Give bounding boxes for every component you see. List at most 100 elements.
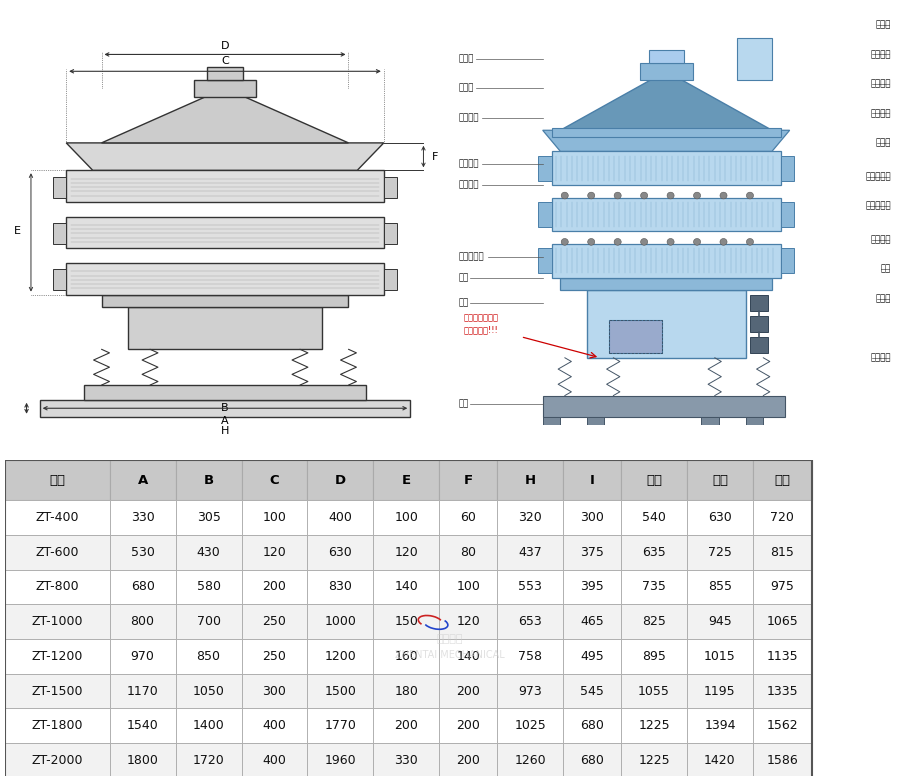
Bar	[750, 316, 768, 332]
FancyBboxPatch shape	[753, 569, 812, 604]
Text: 运输用固定螺栓
试机时去掉!!!: 运输用固定螺栓 试机时去掉!!!	[464, 314, 499, 335]
Text: 一般结构图: 一般结构图	[648, 431, 702, 450]
Text: A: A	[138, 473, 148, 487]
Circle shape	[562, 192, 568, 199]
Text: 振宝机械: 振宝机械	[436, 634, 464, 644]
Text: 中部框架: 中部框架	[459, 159, 480, 168]
Bar	[53, 269, 67, 290]
Text: 250: 250	[263, 650, 286, 663]
Text: 1065: 1065	[767, 615, 798, 628]
Bar	[737, 37, 772, 80]
Text: 540: 540	[642, 511, 666, 524]
Circle shape	[641, 239, 648, 245]
FancyBboxPatch shape	[110, 604, 176, 639]
Text: 630: 630	[328, 546, 352, 558]
Bar	[538, 155, 552, 181]
Bar	[745, 417, 763, 425]
FancyBboxPatch shape	[308, 639, 374, 674]
Text: 580: 580	[196, 580, 220, 594]
FancyBboxPatch shape	[4, 460, 110, 500]
Text: 395: 395	[580, 580, 604, 594]
FancyBboxPatch shape	[497, 708, 563, 743]
Text: 1394: 1394	[704, 719, 735, 732]
Text: F: F	[432, 152, 438, 161]
FancyBboxPatch shape	[241, 743, 308, 778]
Text: 进料口: 进料口	[876, 20, 891, 30]
Text: 筛网法兰: 筛网法兰	[870, 109, 891, 118]
FancyBboxPatch shape	[241, 500, 308, 535]
Text: 300: 300	[580, 511, 604, 524]
FancyBboxPatch shape	[621, 604, 687, 639]
FancyBboxPatch shape	[308, 604, 374, 639]
Bar	[53, 176, 67, 197]
Text: 830: 830	[328, 580, 352, 594]
Text: 下部重锤: 下部重锤	[870, 353, 891, 362]
FancyBboxPatch shape	[497, 569, 563, 604]
Text: 1260: 1260	[515, 754, 546, 767]
Circle shape	[720, 239, 727, 245]
Text: 815: 815	[770, 546, 795, 558]
Text: 电动机: 电动机	[876, 294, 891, 303]
Text: 200: 200	[456, 754, 481, 767]
Text: 895: 895	[642, 650, 666, 663]
Text: 545: 545	[580, 685, 604, 697]
Text: 1015: 1015	[704, 650, 736, 663]
Text: 973: 973	[518, 685, 542, 697]
FancyBboxPatch shape	[687, 708, 753, 743]
Text: 400: 400	[263, 754, 286, 767]
FancyBboxPatch shape	[439, 639, 497, 674]
FancyBboxPatch shape	[4, 604, 110, 639]
FancyBboxPatch shape	[110, 639, 176, 674]
FancyBboxPatch shape	[308, 535, 374, 569]
Bar	[608, 320, 662, 353]
Text: 1225: 1225	[638, 719, 670, 732]
FancyBboxPatch shape	[176, 535, 241, 569]
FancyBboxPatch shape	[110, 500, 176, 535]
Text: E: E	[14, 226, 22, 236]
FancyBboxPatch shape	[176, 639, 241, 674]
Text: 330: 330	[394, 754, 418, 767]
Text: ZT-800: ZT-800	[35, 580, 79, 594]
Bar	[552, 151, 781, 185]
FancyBboxPatch shape	[374, 500, 439, 535]
Text: 辅助筛网: 辅助筛网	[870, 80, 891, 88]
Text: 1500: 1500	[325, 685, 356, 697]
Circle shape	[641, 192, 648, 199]
Bar	[128, 307, 322, 349]
Text: 100: 100	[456, 580, 481, 594]
FancyBboxPatch shape	[241, 708, 308, 743]
Text: 1960: 1960	[325, 754, 356, 767]
Text: 1800: 1800	[127, 754, 158, 767]
Text: 底部框架: 底部框架	[459, 180, 480, 190]
Text: H: H	[220, 427, 230, 437]
FancyBboxPatch shape	[687, 604, 753, 639]
FancyBboxPatch shape	[308, 500, 374, 535]
Text: E: E	[401, 473, 411, 487]
Text: ZT-1800: ZT-1800	[32, 719, 83, 732]
FancyBboxPatch shape	[621, 569, 687, 604]
FancyBboxPatch shape	[176, 460, 241, 500]
Text: 压紧环: 压紧环	[459, 83, 474, 93]
FancyBboxPatch shape	[753, 708, 812, 743]
FancyBboxPatch shape	[621, 500, 687, 535]
Text: 825: 825	[642, 615, 666, 628]
Bar	[640, 63, 693, 80]
FancyBboxPatch shape	[110, 569, 176, 604]
Circle shape	[694, 192, 700, 199]
Text: 945: 945	[708, 615, 732, 628]
FancyBboxPatch shape	[110, 535, 176, 569]
FancyBboxPatch shape	[687, 500, 753, 535]
Text: 1586: 1586	[767, 754, 798, 767]
Text: 三层: 三层	[774, 473, 790, 487]
Text: 160: 160	[394, 650, 418, 663]
Bar	[561, 278, 772, 290]
Text: 250: 250	[263, 615, 286, 628]
FancyBboxPatch shape	[497, 604, 563, 639]
FancyBboxPatch shape	[563, 500, 621, 535]
FancyBboxPatch shape	[563, 569, 621, 604]
FancyBboxPatch shape	[4, 708, 110, 743]
Bar	[781, 248, 794, 274]
FancyBboxPatch shape	[439, 569, 497, 604]
Text: 635: 635	[643, 546, 666, 558]
FancyBboxPatch shape	[374, 639, 439, 674]
